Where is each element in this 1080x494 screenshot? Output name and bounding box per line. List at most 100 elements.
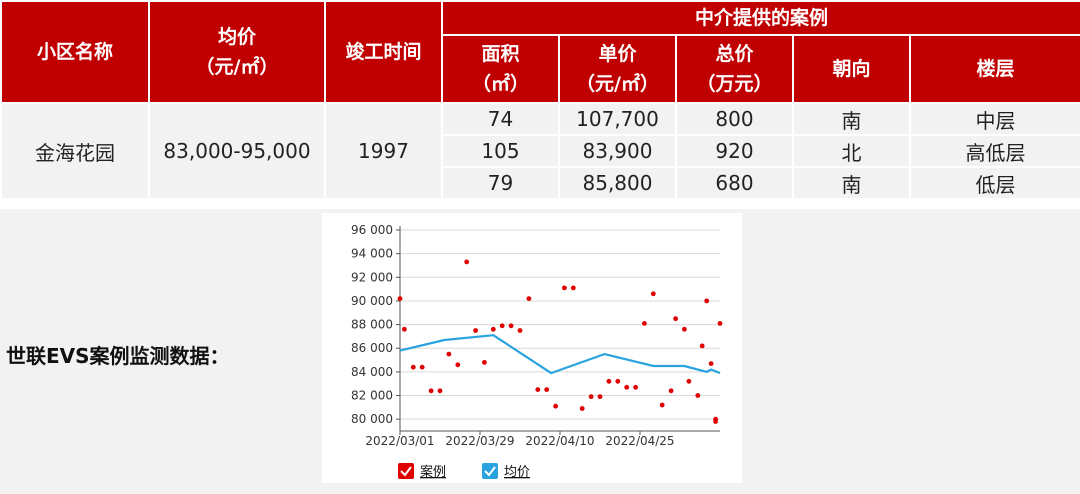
case-point <box>490 326 496 332</box>
case-point <box>717 321 723 326</box>
avg-price-line <box>399 334 721 375</box>
case-point <box>588 394 594 400</box>
evs-monitoring-label: 世联EVS案例监测数据： <box>6 344 230 368</box>
case-point <box>402 326 407 332</box>
avg-price-cell: 83,000-95,000 <box>148 102 326 200</box>
y-tick-label: 96 000 <box>351 223 393 237</box>
listing-table: 小区名称 均价 （元/㎡） 竣工时间 中介提供的案例 面积 （㎡） 单价 （元/… <box>0 0 1080 200</box>
x-tick-label: 2022/03/29 <box>445 434 514 448</box>
x-tick-label: 2022/04/10 <box>525 434 594 448</box>
header-avg-price-label: 均价 <box>217 26 256 48</box>
x-axis: 2022/03/01 2022/03/29 2022/04/10 2022/04/25 <box>365 430 720 448</box>
header-total-price-unit: （万元） <box>696 73 773 95</box>
header-area-label: 面积 <box>481 43 520 65</box>
case-legend-label: 案例 <box>420 465 446 480</box>
y-tick-label: 80 000 <box>351 412 393 426</box>
case-point <box>699 343 705 349</box>
case-point <box>397 296 403 301</box>
chart-gridlines <box>400 229 720 420</box>
case-point <box>535 387 541 392</box>
case-series <box>397 259 723 424</box>
table-row: 金海花园 83,000-95,000 1997 74 107,700 800 南… <box>0 102 1080 200</box>
y-tick-label: 86 000 <box>351 341 393 355</box>
header-unit-price: 单价 （元/㎡） <box>558 34 677 104</box>
unit-price-cell: 85,800 <box>558 166 677 200</box>
header-area: 面积 （㎡） <box>441 34 560 104</box>
case-point <box>544 387 550 392</box>
price-chart-panel: 96 000 94 000 92 000 90 000 88 000 86 000 84 0… <box>322 213 742 483</box>
header-avg-price: 均价 （元/㎡） <box>148 0 326 104</box>
case-point <box>686 378 692 384</box>
case-point <box>570 285 576 291</box>
case-point <box>579 406 585 411</box>
case-point <box>437 388 443 394</box>
completion-year-cell: 1997 <box>324 102 443 200</box>
case-point <box>482 360 487 365</box>
case-point <box>713 419 718 424</box>
x-tick-label: 2022/03/01 <box>365 434 434 448</box>
case-point <box>508 323 514 329</box>
total-price-cell: 800 <box>675 102 794 136</box>
header-orientation: 朝向 <box>792 34 911 104</box>
case-point <box>682 326 687 332</box>
price-chart: 96 000 94 000 92 000 90 000 88 000 86 000 84 0… <box>351 223 723 480</box>
case-point <box>650 291 656 297</box>
avg-price-legend-swatch <box>482 463 498 479</box>
unit-price-cell: 83,900 <box>558 134 677 168</box>
case-point <box>446 351 452 357</box>
case-point <box>659 402 665 408</box>
case-point <box>633 384 638 390</box>
table-row: 79 85,800 680 南 低层 <box>1 166 1080 200</box>
case-point <box>624 384 630 390</box>
check-icon <box>484 466 496 477</box>
y-tick-label: 82 000 <box>351 389 393 403</box>
case-point <box>668 388 674 394</box>
case-point <box>410 364 416 370</box>
y-tick-label: 94 000 <box>351 247 393 261</box>
case-point <box>464 259 470 265</box>
header-avg-price-unit: （元/㎡） <box>195 56 279 78</box>
floor-cell: 高低层 <box>908 134 1080 168</box>
floor-cell: 中层 <box>908 102 1080 136</box>
case-point <box>597 394 603 400</box>
area-cell: 74 <box>441 102 560 136</box>
y-tick-label: 84 000 <box>351 365 393 379</box>
chart-legend: 案例 均价 <box>398 463 530 480</box>
case-point <box>428 388 434 394</box>
community-name-cell: 金海花园 <box>0 102 150 200</box>
case-point <box>526 296 532 301</box>
orientation-cell: 北 <box>792 134 911 168</box>
header-unit-price-unit: （元/㎡） <box>576 73 659 95</box>
area-cell: 79 <box>441 166 560 200</box>
avg-price-series <box>399 334 721 375</box>
floor-cell: 低层 <box>908 166 1080 200</box>
orientation-cell: 南 <box>792 102 911 136</box>
header-total-price: 总价 （万元） <box>675 34 794 104</box>
header-area-unit: （㎡） <box>471 73 529 95</box>
y-tick-label: 90 000 <box>351 294 393 308</box>
case-point <box>708 361 714 366</box>
case-point <box>419 364 425 370</box>
y-axis: 96 000 94 000 92 000 90 000 88 000 86 000 84 0… <box>351 223 401 431</box>
case-point <box>499 323 505 329</box>
orientation-cell: 南 <box>792 166 911 200</box>
area-cell: 105 <box>441 134 560 168</box>
table-row: 105 83,900 920 北 高低层 <box>1 134 1080 168</box>
case-point <box>642 321 647 326</box>
case-point <box>455 362 461 368</box>
unit-price-cell: 107,700 <box>558 102 677 136</box>
case-point <box>553 403 558 409</box>
case-legend-swatch <box>398 463 414 479</box>
total-price-cell: 680 <box>675 166 794 200</box>
y-tick-label: 88 000 <box>351 318 393 332</box>
case-point <box>562 285 567 291</box>
header-community-name: 小区名称 <box>0 0 150 104</box>
header-agency-cases: 中介提供的案例 <box>440 0 1080 36</box>
case-point <box>695 393 701 398</box>
header-total-price-label: 总价 <box>715 43 754 65</box>
case-point <box>606 378 612 384</box>
header-completion-year: 竣工时间 <box>324 0 443 104</box>
case-point <box>673 316 678 322</box>
case-point <box>517 328 523 333</box>
case-point <box>704 298 710 304</box>
